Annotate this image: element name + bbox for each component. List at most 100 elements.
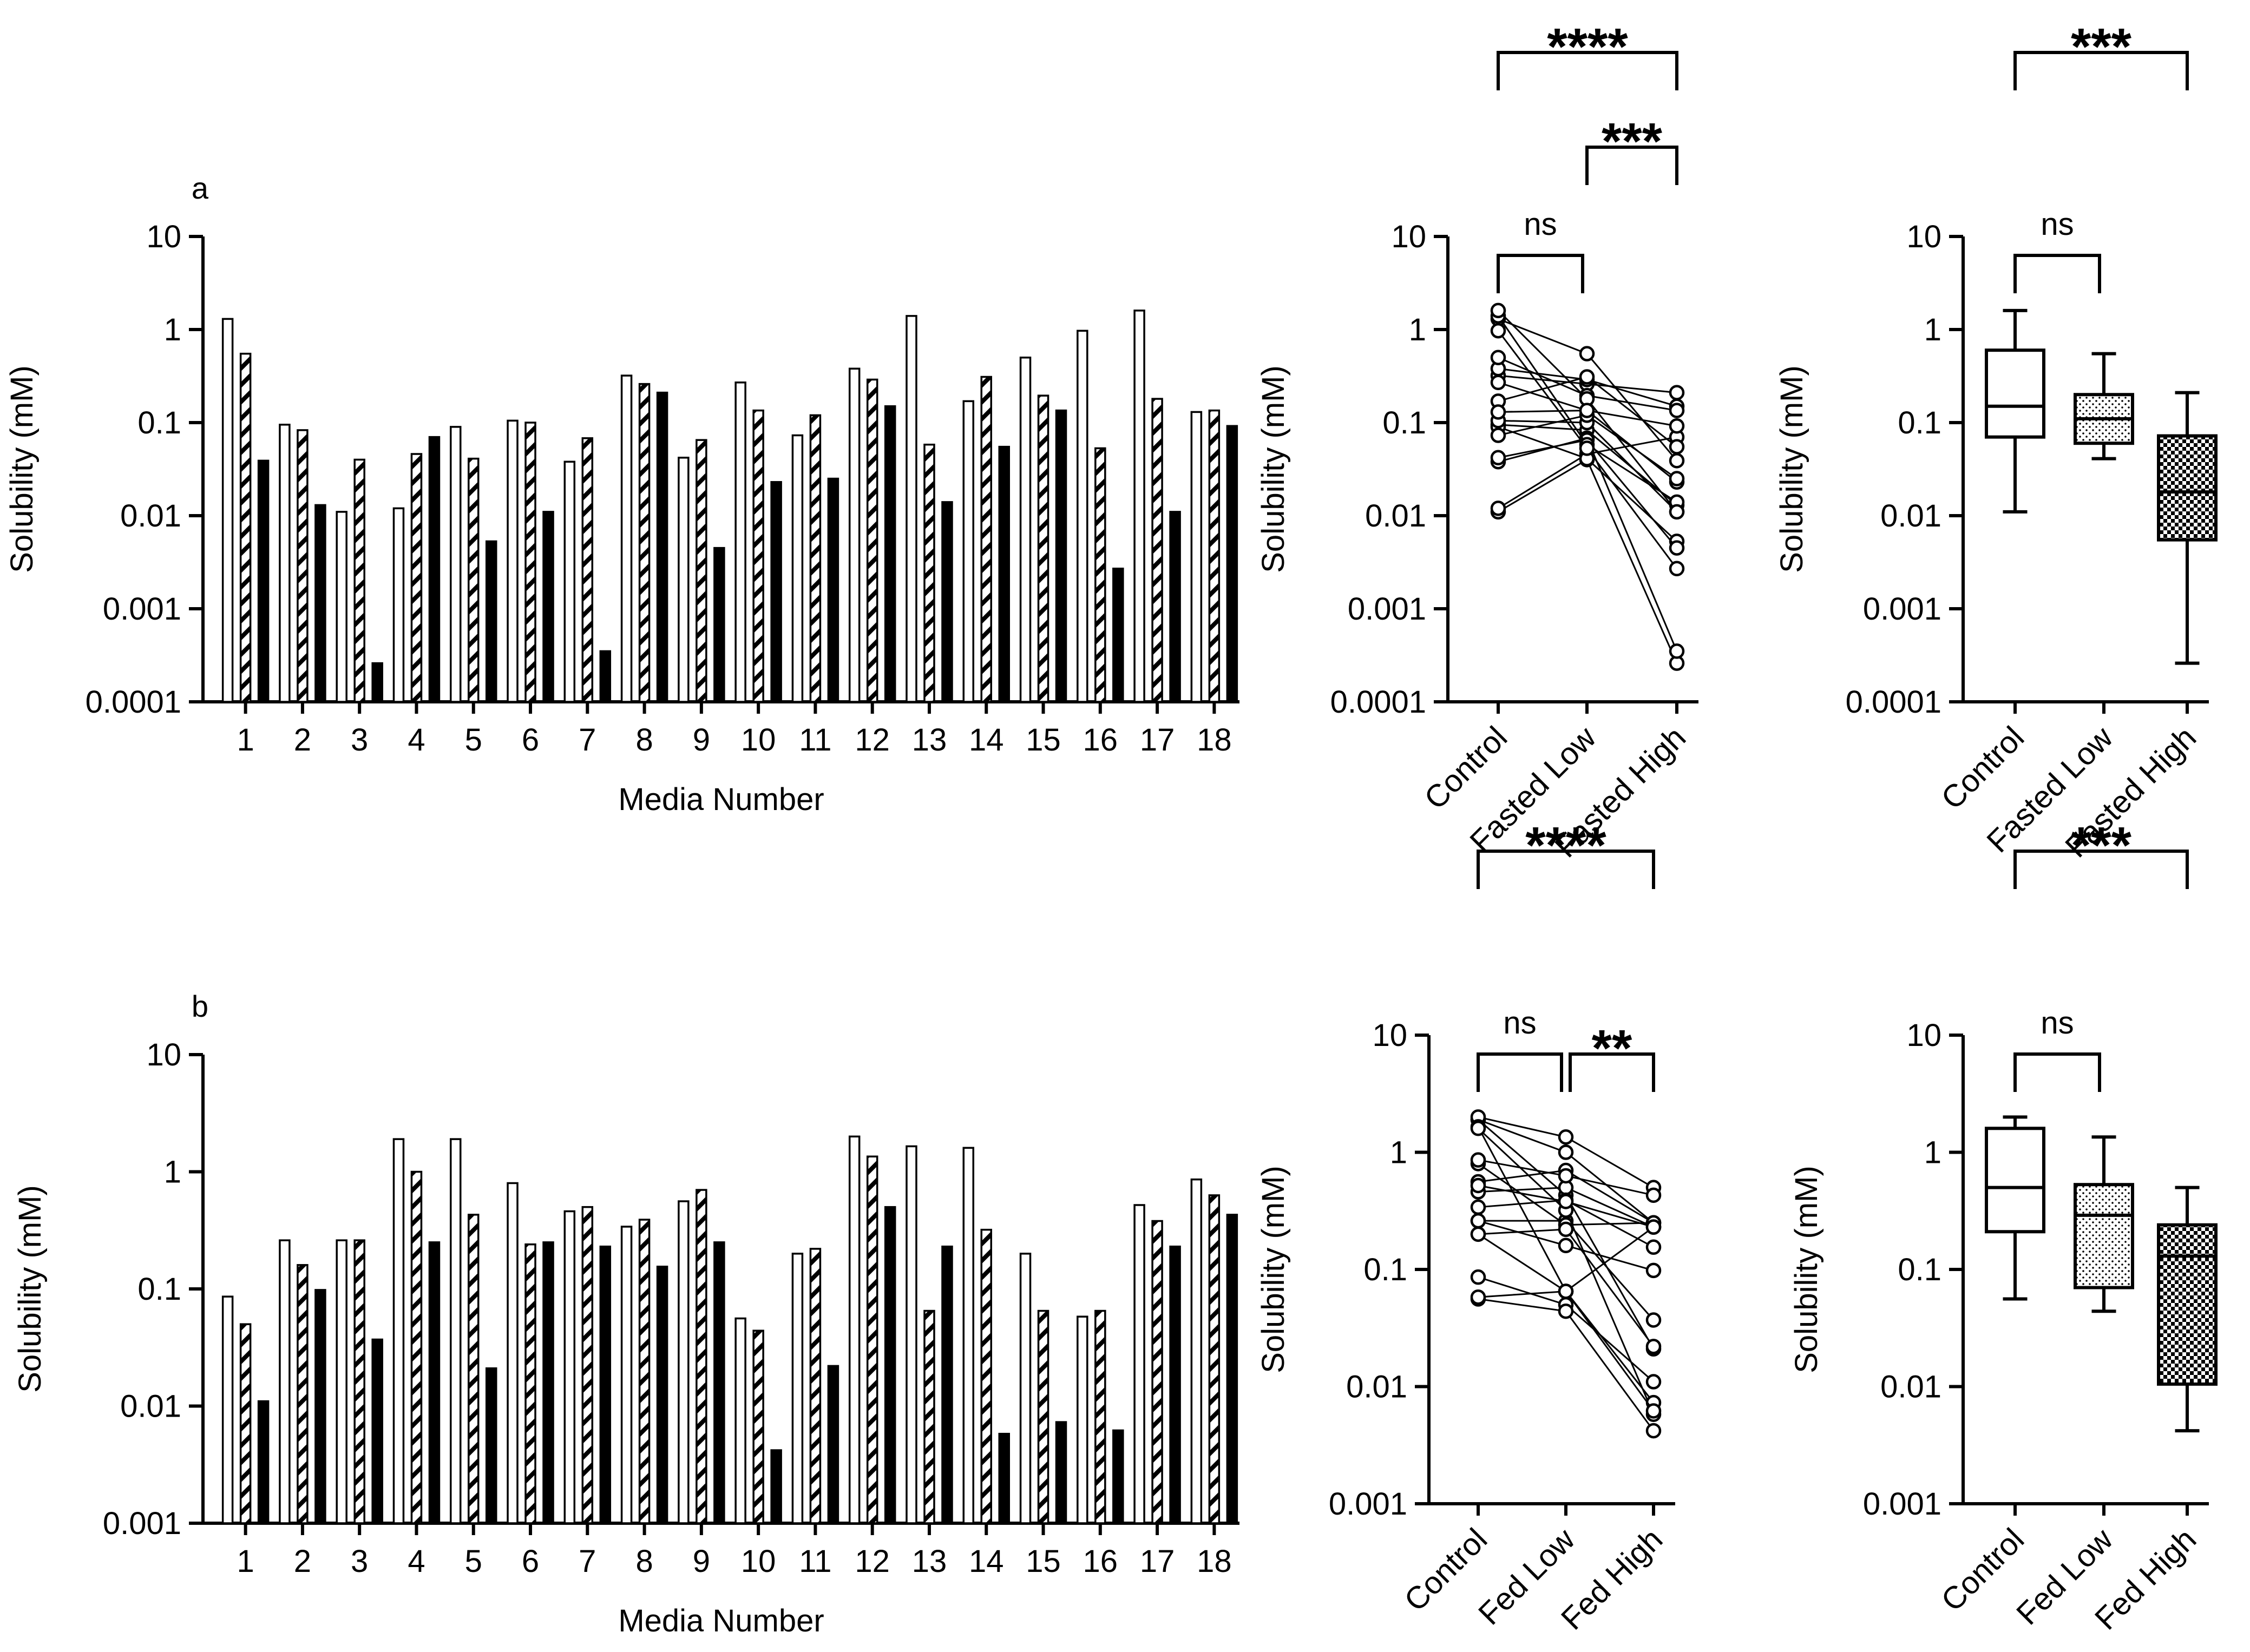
bar-solid — [1169, 1245, 1181, 1524]
x-tick-label: 9 — [693, 1544, 710, 1579]
significance-bracket — [1477, 850, 1655, 889]
y-tick-label: 0.001 — [1329, 1486, 1407, 1522]
x-tick-label: 7 — [579, 722, 596, 758]
bar-solid — [428, 1241, 441, 1524]
box — [2157, 1223, 2218, 1386]
box — [1985, 348, 2045, 439]
bar-solid — [884, 1206, 896, 1524]
y-tick-label: 1 — [1409, 312, 1426, 347]
y-tick-label: 1 — [1924, 1135, 1941, 1170]
y-tick-label: 0.001 — [1863, 591, 1941, 627]
significance-label: **** — [1525, 817, 1606, 874]
significance-bracket — [2013, 850, 2189, 889]
data-point — [1490, 450, 1506, 466]
y-tick-label: 0.001 — [103, 591, 181, 627]
bar-open — [734, 381, 746, 703]
bar-hatched — [1151, 398, 1163, 703]
bar-open — [1019, 1253, 1032, 1524]
data-point — [1645, 1262, 1662, 1279]
x-tick-label: 9 — [693, 722, 710, 758]
bar-hatched — [581, 1206, 594, 1524]
data-point — [1579, 440, 1595, 456]
bar-solid — [486, 1367, 497, 1524]
y-tick-label: 0.1 — [137, 1272, 181, 1307]
significance-bracket — [1477, 1052, 1563, 1092]
significance-label: *** — [1602, 113, 1663, 170]
x-tick-label: 8 — [635, 722, 653, 758]
bar-hatched — [866, 378, 878, 703]
bar-hatched — [980, 376, 992, 703]
bar-hatched — [524, 1243, 536, 1524]
significance-bracket — [1497, 254, 1584, 293]
bar-open — [848, 1135, 861, 1524]
y-tick-label: 0.01 — [1880, 498, 1941, 534]
data-point — [1645, 1239, 1662, 1255]
data-point — [1558, 1284, 1574, 1299]
box — [2074, 1183, 2134, 1289]
x-tick-label: 13 — [912, 722, 947, 758]
bar-open — [279, 424, 291, 703]
data-point — [1645, 1403, 1662, 1419]
data-point — [1558, 1194, 1574, 1209]
bar-solid — [1055, 409, 1067, 703]
y-tick-label: 0.001 — [1863, 1486, 1941, 1522]
significance-label: *** — [2071, 18, 2132, 76]
data-point — [1470, 1121, 1486, 1136]
y-tick-label: 0.001 — [1348, 591, 1426, 627]
bar-hatched — [923, 1309, 935, 1524]
data-point — [1669, 561, 1685, 577]
bar-open — [450, 1138, 462, 1524]
x-tick-label: 18 — [1197, 1544, 1232, 1579]
data-point — [1558, 1168, 1574, 1184]
bar-open — [279, 1239, 291, 1524]
box — [2157, 434, 2218, 542]
bar-hatched — [1094, 1309, 1106, 1524]
y-tick-label: 0.01 — [1346, 1370, 1407, 1405]
data-point — [1490, 501, 1506, 516]
significance-label: ** — [1592, 1019, 1632, 1077]
bar-open — [1019, 357, 1032, 703]
bar-solid — [827, 477, 839, 703]
bar-solid — [941, 501, 953, 703]
data-point — [1579, 403, 1595, 418]
significance-label: ns — [1503, 1005, 1536, 1041]
bar-solid — [599, 1245, 612, 1524]
bar-open — [1077, 330, 1088, 703]
data-point — [1669, 439, 1685, 455]
y-tick-label: 0.0001 — [86, 685, 181, 720]
significance-label: ns — [1524, 207, 1557, 242]
bar-open — [563, 1210, 576, 1524]
bar-open — [221, 318, 234, 703]
x-tick-label: 2 — [294, 1544, 311, 1579]
bar-hatched — [809, 414, 822, 703]
bar-open — [620, 374, 633, 703]
paired-line — [1498, 458, 1678, 664]
bar-hatched — [923, 443, 935, 703]
bar-solid — [656, 1266, 668, 1524]
bar-hatched — [696, 439, 707, 703]
x-tick-label: 18 — [1197, 722, 1232, 758]
bar-open — [848, 367, 861, 703]
bar-open — [678, 1200, 690, 1524]
bar-open — [1077, 1315, 1088, 1524]
bar-open — [336, 511, 347, 703]
data-point — [1669, 453, 1685, 469]
bar-open — [620, 1226, 633, 1524]
x-axis-label: Media Number — [618, 782, 824, 817]
y-tick-label: 1 — [1924, 312, 1941, 347]
x-tick-label: 5 — [465, 1544, 482, 1579]
data-point — [1490, 323, 1506, 339]
bar-hatched — [866, 1155, 878, 1524]
y-tick-label: 0.0001 — [1846, 685, 1941, 720]
bar-hatched — [809, 1248, 822, 1524]
y-tick-label: 10 — [1906, 1018, 1941, 1053]
y-axis-label: Solubility (mM) — [1256, 1166, 1291, 1373]
data-point — [1470, 1177, 1486, 1194]
significance-bracket — [1497, 51, 1678, 90]
bar-hatched — [239, 1323, 252, 1524]
data-point — [1669, 540, 1685, 556]
bar-solid — [941, 1245, 953, 1524]
bar-hatched — [696, 1189, 707, 1524]
y-tick-label: 0.0001 — [1330, 685, 1426, 720]
x-tick-label: 16 — [1083, 722, 1118, 758]
